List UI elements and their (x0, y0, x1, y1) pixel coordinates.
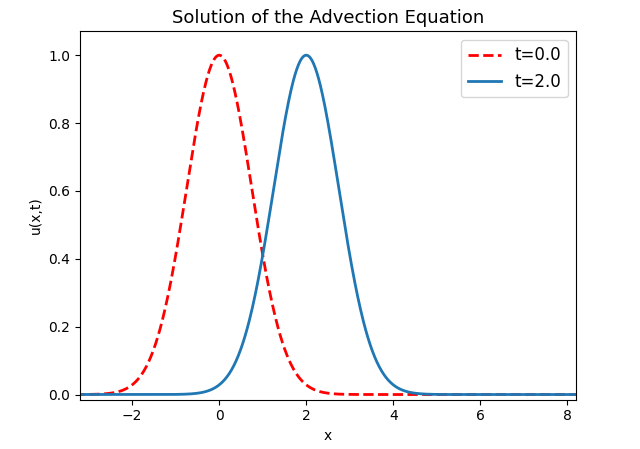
t=0.0 (493, 392, 501, 397)
Legend: t=0.0, t=2.0: t=0.0, t=2.0 (461, 40, 568, 97)
t=0.0 (483, 392, 491, 397)
t=2.0 (42, 392, 49, 397)
t=2.0 (493, 392, 501, 397)
t=0.0 (607, 392, 614, 397)
t=0.0 (271, 311, 278, 317)
Title: Solution of the Advection Equation: Solution of the Advection Equation (172, 9, 484, 27)
t=2.0 (430, 392, 438, 397)
t=0.0 (42, 392, 49, 397)
t=2.0 (270, 184, 278, 189)
t=0.0 (99, 391, 107, 396)
t=2.0 (302, 53, 310, 58)
X-axis label: x: x (324, 429, 332, 443)
Y-axis label: u(x,t): u(x,t) (29, 197, 43, 234)
t=0.0 (215, 53, 223, 58)
t=0.0 (291, 369, 299, 374)
t=2.0 (291, 75, 298, 80)
t=0.0 (430, 392, 438, 397)
Line: t=0.0: t=0.0 (45, 55, 611, 395)
Line: t=2.0: t=2.0 (45, 55, 611, 395)
t=2.0 (607, 392, 614, 397)
t=2.0 (483, 392, 491, 397)
t=2.0 (99, 392, 107, 397)
